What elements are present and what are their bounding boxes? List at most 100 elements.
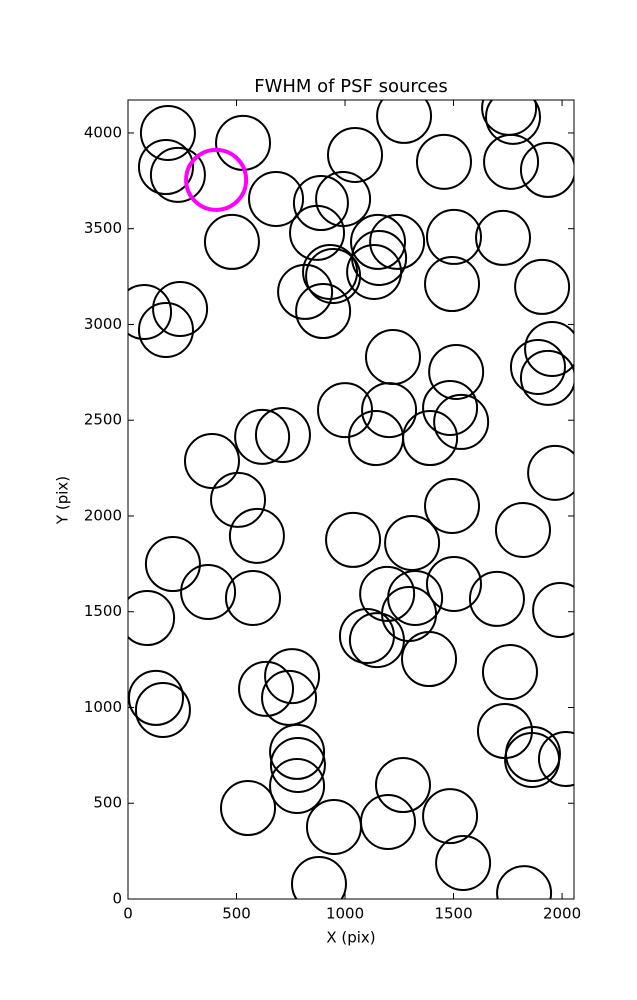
source-circle [504,731,561,788]
source-circle [424,478,481,535]
source-circle [295,283,352,340]
source-circle [519,141,574,198]
source-circle [481,100,538,136]
source-circle [514,258,571,315]
source-circle [225,569,282,626]
source-circle [537,731,574,787]
source-circle [435,834,492,891]
source-circle [361,382,418,439]
source-circle [359,565,416,622]
source-circle [269,736,326,793]
source-circle [468,570,525,627]
source-circle [433,393,490,450]
source-circle [364,329,421,386]
source-circle [203,213,260,270]
source-circle [180,564,237,621]
source-circle [475,209,532,266]
source-circle [376,100,433,144]
source-circle [350,213,407,270]
y-tick-label: 500 [93,794,122,812]
x-tick-label: 2000 [543,905,581,923]
source-circle [509,338,566,395]
source-circle [264,648,321,705]
source-circle [292,175,349,232]
y-tick-label: 1000 [84,698,122,716]
source-circle [238,660,295,717]
source-circle [305,798,362,855]
source-circle [228,507,285,564]
source-circle [402,410,459,467]
source-circle [348,612,405,669]
source-circle [524,320,574,377]
source-circle [485,100,542,145]
y-tick-label: 2500 [84,411,122,429]
source-circle [369,213,426,270]
source-circle [360,794,417,851]
y-tick-label: 1500 [84,602,122,620]
source-circle [302,243,359,300]
source-circle [317,382,374,439]
source-circle [527,444,574,501]
source-circle [476,703,533,760]
source-circle [425,208,482,265]
source-circle [346,243,403,300]
source-circle [215,114,272,171]
source-circle [184,147,249,212]
source-circle [348,410,405,467]
source-circle [415,133,472,190]
source-circle [128,669,184,726]
source-circle [220,780,277,837]
source-circle [327,126,384,183]
source-circle [234,408,291,465]
source-circle [532,582,574,638]
chart-title: FWHM of PSF sources [254,76,448,97]
source-circle [289,204,346,261]
source-circle [305,248,362,305]
source-circle [325,511,382,568]
source-circle [137,139,194,196]
y-tick-label: 0 [112,890,122,908]
source-circle [483,133,540,190]
source-circle [387,569,444,626]
source-circle [248,171,305,228]
y-tick-label: 2000 [84,506,122,524]
source-circle [384,514,441,571]
source-circle [401,631,458,688]
x-tick-label: 500 [222,905,251,923]
x-tick-label: 0 [123,905,133,923]
source-circle [128,590,176,647]
source-circle [144,536,201,593]
source-circle [210,471,267,528]
source-circle [496,865,553,899]
source-circle [269,723,326,780]
source-circle [428,343,485,400]
source-circle [269,758,326,815]
source-circle [139,104,196,161]
source-circle [494,501,551,558]
source-circle [254,406,311,463]
source-circle [128,284,173,340]
source-circle [424,256,481,313]
source-circle [519,349,574,406]
source-circle [183,433,240,490]
x-tick-label: 1500 [434,905,472,923]
x-axis-label: X (pix) [326,929,375,947]
source-circle [290,856,347,899]
y-tick-label: 3500 [84,219,122,237]
source-circle [422,788,479,845]
source-circle [422,379,479,436]
source-circle [152,280,209,337]
source-circle [338,608,395,665]
x-tick-label: 1000 [326,905,364,923]
source-circle [149,146,206,203]
y-tick-label: 3000 [84,315,122,333]
source-circle [277,263,334,320]
source-circle [425,555,482,612]
source-circle [481,644,538,701]
source-circle [374,757,431,814]
y-tick-label: 4000 [84,123,122,141]
y-axis-label: Y (pix) [54,476,72,525]
source-circle [261,669,318,726]
axes-frame [127,99,575,900]
